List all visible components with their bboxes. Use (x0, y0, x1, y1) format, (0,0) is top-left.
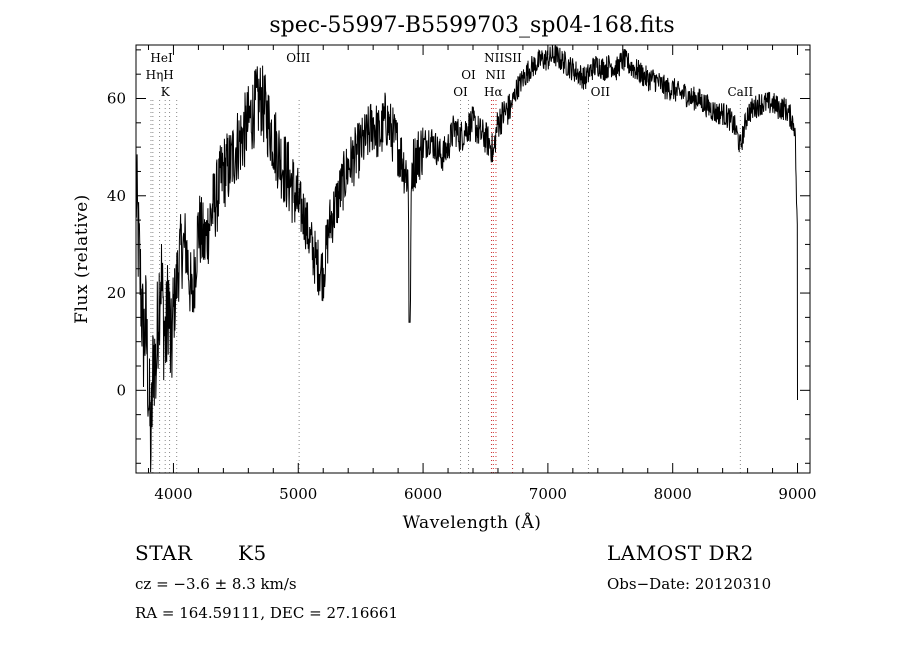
x-tick-label-0: 4000 (154, 485, 192, 503)
chart-title: spec-55997-B5599703_sp04-168.fits (269, 13, 674, 38)
obs-date: Obs−Date: 20120310 (607, 575, 772, 593)
marker-label-10: CaII (727, 85, 753, 99)
axes: 4000 5000 6000 7000 8000 9000 0 20 40 60 (107, 45, 817, 503)
line-marker-labels: HeI HηH K OIII OI OI NIISII NII Hα OII CaII (146, 51, 754, 99)
x-tick-label-3: 7000 (529, 485, 567, 503)
marker-label-2: K (161, 85, 171, 99)
y-tick-label-2: 40 (107, 187, 126, 205)
marker-label-1: HηH (146, 68, 174, 82)
marker-label-6: NIISII (484, 51, 522, 65)
marker-label-4: OI (461, 68, 476, 82)
ra-dec: RA = 164.59111, DEC = 27.16661 (135, 604, 399, 622)
y-tick-label-3: 60 (107, 90, 126, 108)
y-axis-label: Flux (relative) (72, 194, 92, 324)
marker-label-9: OII (591, 85, 611, 99)
marker-label-0: HeI (150, 51, 173, 65)
x-tick-label-1: 5000 (279, 485, 317, 503)
y-tick-label-1: 20 (107, 284, 126, 302)
marker-label-8: Hα (484, 85, 503, 99)
object-class: STAR (135, 541, 193, 565)
redshift-cz: cz = −3.6 ± 8.3 km/s (135, 575, 297, 593)
marker-label-5: OI (453, 85, 468, 99)
spectrum-line (135, 44, 798, 473)
x-tick-label-2: 6000 (404, 485, 442, 503)
marker-label-3: OIII (286, 51, 310, 65)
object-subclass: K5 (238, 541, 267, 565)
x-axis-label: Wavelength (Å) (403, 512, 542, 533)
x-tick-label-4: 8000 (654, 485, 692, 503)
survey-name: LAMOST DR2 (607, 541, 754, 565)
y-tick-label-0: 0 (116, 381, 126, 399)
marker-label-7: NII (485, 68, 505, 82)
x-tick-label-5: 9000 (778, 485, 816, 503)
